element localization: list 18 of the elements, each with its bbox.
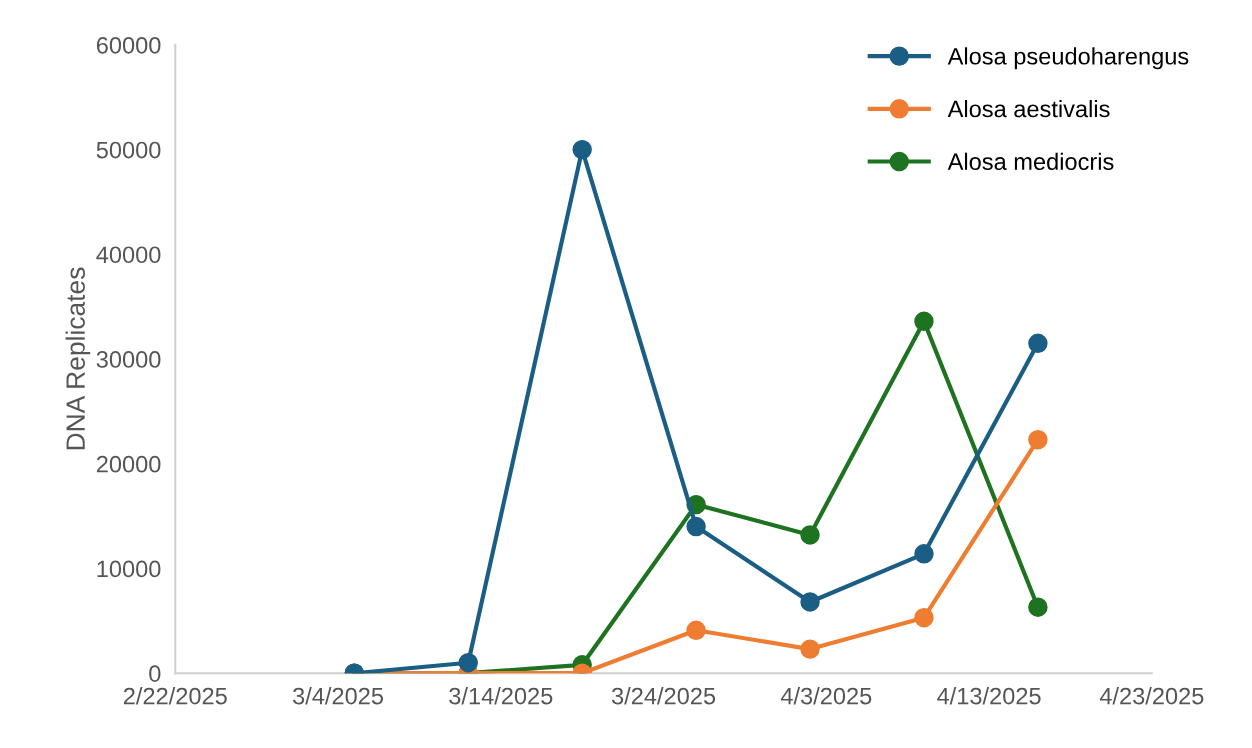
y-tick-label: 20000	[96, 455, 161, 473]
x-tick-label: 3/24/2025	[611, 687, 716, 705]
legend-label: Alosa pseudoharengus	[947, 47, 1189, 70]
x-tick-label: 4/23/2025	[1099, 687, 1204, 705]
y-tick-label: 10000	[97, 560, 161, 578]
x-tick-label: 3/4/2025	[292, 687, 384, 705]
x-tick-label: 4/3/2025	[780, 687, 872, 705]
y-tick-label: 30000	[96, 351, 161, 368]
legend-label: Alosa mediocris	[947, 152, 1114, 171]
x-tick-label: 4/13/2025	[937, 687, 1041, 705]
x-tick-label: 2/22/2025	[123, 687, 227, 705]
y-axis-title: DNA Replicates	[65, 267, 91, 450]
y-tick-label: 50000	[96, 141, 161, 159]
x-tick-label: 3/14/2025	[449, 687, 553, 705]
y-tick-label: 0	[149, 665, 161, 682]
y-tick-label: 60000	[96, 36, 161, 54]
y-tick-label: 40000	[96, 246, 161, 264]
legend-label: Alosa aestivalis	[947, 99, 1110, 118]
